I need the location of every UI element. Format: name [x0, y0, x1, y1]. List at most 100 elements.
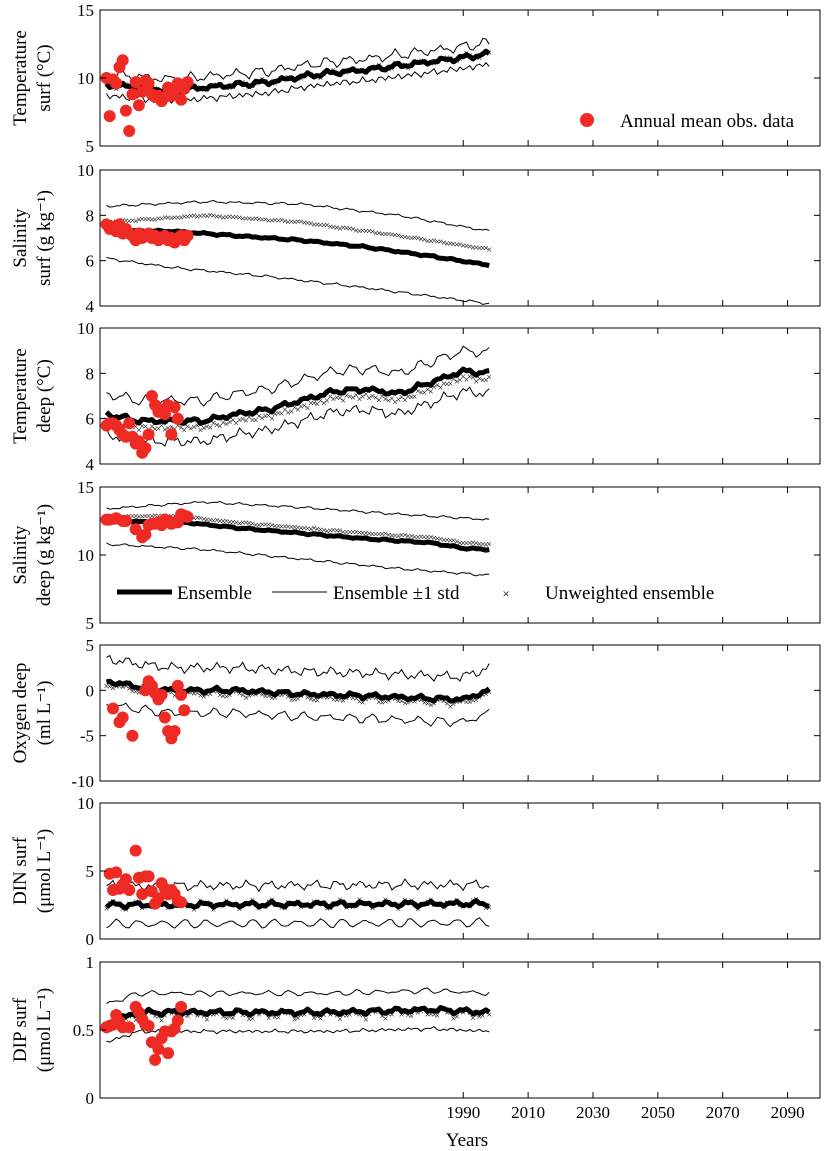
- obs-point: [123, 125, 136, 137]
- unweighted-marker: ×: [415, 695, 421, 706]
- obs-point: [132, 99, 145, 112]
- unweighted-marker: ×: [386, 696, 392, 707]
- obs-point: [126, 88, 139, 101]
- unweighted-marker: ×: [483, 903, 489, 914]
- unweighted-marker: ×: [340, 396, 346, 407]
- unweighted-marker: ×: [327, 1010, 333, 1021]
- unweighted-marker: ×: [318, 1014, 324, 1025]
- y-tick-label: 8: [86, 206, 95, 225]
- unweighted-marker: ×: [276, 409, 282, 420]
- unweighted-marker: ×: [298, 74, 304, 85]
- unweighted-marker: ×: [143, 215, 149, 226]
- unweighted-marker: ×: [285, 408, 291, 419]
- unweighted-marker: ×: [451, 240, 457, 251]
- unweighted-marker: ×: [460, 539, 466, 550]
- unweighted-marker: ×: [402, 396, 408, 407]
- unweighted-marker: ×: [370, 530, 376, 541]
- unweighted-marker: ×: [409, 1012, 415, 1023]
- unweighted-marker: ×: [470, 696, 476, 707]
- unweighted-marker: ×: [418, 695, 424, 706]
- unweighted-marker: ×: [201, 424, 207, 435]
- unweighted-marker: ×: [467, 698, 473, 709]
- std-upper-line: [106, 500, 490, 521]
- unweighted-marker: ×: [444, 699, 450, 710]
- unweighted-marker: ×: [311, 220, 317, 231]
- unweighted-marker: ×: [136, 426, 142, 437]
- unweighted-marker: ×: [237, 904, 243, 915]
- obs-point: [129, 523, 142, 536]
- unweighted-marker: ×: [126, 216, 132, 227]
- unweighted-marker: ×: [321, 221, 327, 232]
- unweighted-marker: ×: [198, 212, 204, 223]
- unweighted-marker: ×: [454, 698, 460, 709]
- obs-point: [152, 892, 165, 905]
- unweighted-marker: ×: [246, 413, 252, 424]
- unweighted-marker: ×: [431, 383, 437, 394]
- y-label-line2: deep (g kg⁻¹): [34, 504, 55, 606]
- x-tick-label: 2050: [641, 1103, 675, 1122]
- unweighted-marker: ×: [272, 410, 278, 421]
- unweighted-marker: ×: [139, 512, 145, 523]
- unweighted-marker: ×: [305, 403, 311, 414]
- obs-point: [175, 1000, 188, 1013]
- unweighted-marker: ×: [370, 692, 376, 703]
- unweighted-marker: ×: [295, 1014, 301, 1025]
- unweighted-marker: ×: [152, 424, 158, 435]
- unweighted-marker: ×: [415, 905, 421, 916]
- unweighted-marker: ×: [366, 393, 372, 404]
- unweighted-marker: ×: [207, 1010, 213, 1021]
- unweighted-marker: ×: [117, 682, 123, 693]
- unweighted-marker: ×: [428, 701, 434, 712]
- unweighted-marker: ×: [305, 218, 311, 229]
- unweighted-marker: ×: [130, 512, 136, 523]
- unweighted-marker: ×: [373, 529, 379, 540]
- unweighted-marker: ×: [314, 696, 320, 707]
- plot-area-dip-surf: ××××××××××××× ×××××××××××××××××××××××××××…: [100, 987, 492, 1066]
- unweighted-marker: ×: [464, 539, 470, 550]
- unweighted-marker: ×: [470, 1014, 476, 1025]
- unweighted-marker: ×: [227, 517, 233, 528]
- legend-ensemble-label: Ensemble: [177, 583, 252, 604]
- unweighted-marker: ×: [220, 418, 226, 429]
- unweighted-marker: ×: [353, 1009, 359, 1020]
- obs-point: [142, 428, 155, 441]
- obs-point: [142, 1019, 155, 1032]
- y-label-line2: (μmol L⁻¹): [34, 829, 55, 913]
- unweighted-marker: ×: [162, 1011, 168, 1022]
- unweighted-marker: ×: [334, 696, 340, 707]
- unweighted-marker: ×: [282, 522, 288, 533]
- unweighted-marker: ×: [194, 1011, 200, 1022]
- unweighted-marker: ×: [421, 388, 427, 399]
- unweighted-marker: ×: [282, 405, 288, 416]
- unweighted-marker: ×: [399, 530, 405, 541]
- obs-point: [181, 229, 194, 242]
- unweighted-marker: ×: [227, 1013, 233, 1024]
- unweighted-marker: ×: [276, 691, 282, 702]
- obs-point: [158, 408, 171, 421]
- unweighted-marker: ×: [383, 230, 389, 241]
- unweighted-marker: ×: [409, 392, 415, 403]
- unweighted-marker: ×: [366, 694, 372, 705]
- obs-point: [110, 77, 123, 90]
- unweighted-marker: ×: [337, 394, 343, 405]
- unweighted-marker: ×: [207, 423, 213, 434]
- unweighted-marker: ×: [217, 516, 223, 527]
- unweighted-marker: ×: [357, 528, 363, 539]
- y-axis-label-sal-deep: Salinity deep (g kg⁻¹): [10, 504, 55, 606]
- unweighted-marker: ×: [418, 235, 424, 246]
- unweighted-marker: ×: [194, 513, 200, 524]
- unweighted-marker: ×: [470, 538, 476, 549]
- panel-temp-surf: × × ××× × ××××××××××××××××××××××××××××××××××…: [10, 1, 821, 156]
- unweighted-marker: ×: [412, 233, 418, 244]
- obs-point: [165, 428, 178, 441]
- unweighted-marker: ×: [473, 1011, 479, 1022]
- unweighted-marker: ×: [282, 1009, 288, 1020]
- unweighted-marker: ×: [139, 904, 145, 915]
- obs-point: [149, 1053, 162, 1066]
- unweighted-marker: ×: [175, 213, 181, 224]
- panel-frame: [99, 802, 821, 940]
- x-axis: 1990 2010 2030 2050 2070 2090: [446, 1103, 804, 1122]
- unweighted-marker: ×: [486, 687, 492, 698]
- unweighted-marker: ×: [233, 518, 239, 529]
- unweighted-marker: ×: [240, 415, 246, 426]
